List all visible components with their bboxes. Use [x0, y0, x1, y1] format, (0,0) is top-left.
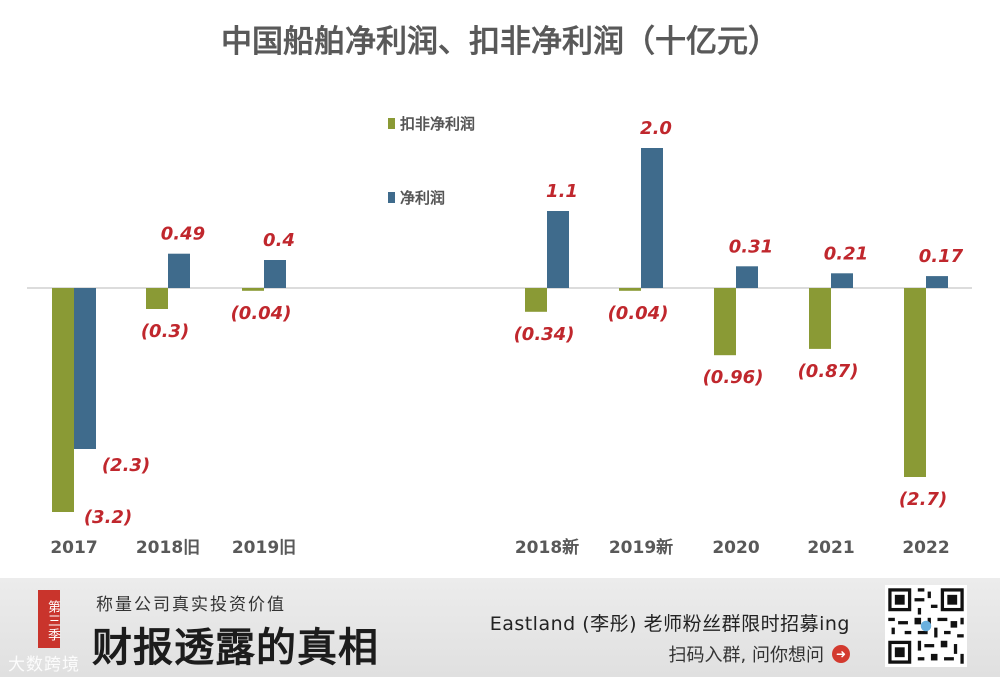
x-tick-label: 2020: [712, 538, 759, 558]
data-label: 0.17: [919, 246, 964, 267]
chart-title: 中国船舶净利润、扣非净利润（十亿元）: [221, 24, 779, 60]
bar: [904, 288, 926, 477]
data-label: (0.96): [703, 367, 764, 388]
cta-text: 扫码入群, 问你想问: [668, 645, 824, 666]
qr-code[interactable]: [885, 585, 967, 667]
data-label: 0.21: [824, 243, 868, 264]
cta-link[interactable]: 扫码入群, 问你想问 ➜: [669, 641, 850, 667]
data-label: (0.87): [798, 361, 859, 382]
data-label: (0.04): [231, 303, 292, 324]
data-label: 0.4: [263, 230, 295, 251]
bar: [809, 288, 831, 349]
data-label: 0.31: [729, 236, 773, 257]
legend-swatch: [388, 192, 395, 203]
watermark: 大数跨境: [8, 655, 80, 675]
bar: [264, 260, 286, 288]
x-tick-label: 2017: [50, 538, 97, 558]
data-label: (0.3): [141, 321, 189, 342]
bar: [547, 211, 569, 288]
bar: [641, 148, 663, 288]
data-label: 0.49: [161, 224, 205, 245]
season-tag: 第三季: [38, 590, 60, 648]
bar: [736, 266, 758, 288]
data-label: (2.7): [899, 489, 947, 510]
data-label: 2.0: [640, 118, 672, 139]
footer-subtitle: 称量公司真实投资价值: [96, 595, 286, 615]
footer-banner: 第三季 称量公司真实投资价值 财报透露的真相 大数跨境 Eastland (李彤…: [0, 578, 1000, 677]
legend-label: 扣非净利润: [400, 115, 475, 133]
data-label: 1.1: [546, 181, 578, 202]
promo-text: Eastland (李彤) 老师粉丝群限时招募ing: [489, 613, 850, 635]
x-tick-label: 2019新: [609, 537, 673, 558]
bar: [525, 288, 547, 312]
arrow-right-icon: ➜: [832, 645, 850, 663]
legend-swatch: [388, 118, 395, 129]
bar: [714, 288, 736, 356]
x-tick-label: 2018旧: [136, 538, 200, 558]
bar: [926, 276, 948, 288]
bar: [52, 288, 74, 512]
data-label: (0.34): [514, 324, 575, 345]
x-tick-label: 2021: [807, 538, 854, 558]
bar: [831, 273, 853, 288]
footer-title: 财报透露的真相: [92, 624, 379, 671]
bar: [146, 288, 168, 309]
bar: [619, 288, 641, 291]
bar: [74, 288, 96, 449]
legend-label: 净利润: [400, 189, 445, 207]
x-tick-label: 2019旧: [232, 538, 296, 558]
x-tick-label: 2022: [902, 538, 949, 558]
data-label: (2.3): [102, 455, 150, 476]
data-label: (3.2): [84, 507, 132, 528]
data-label: (0.04): [608, 303, 669, 324]
x-tick-label: 2018新: [515, 537, 579, 558]
bar: [168, 253, 190, 288]
bar: [242, 288, 264, 291]
